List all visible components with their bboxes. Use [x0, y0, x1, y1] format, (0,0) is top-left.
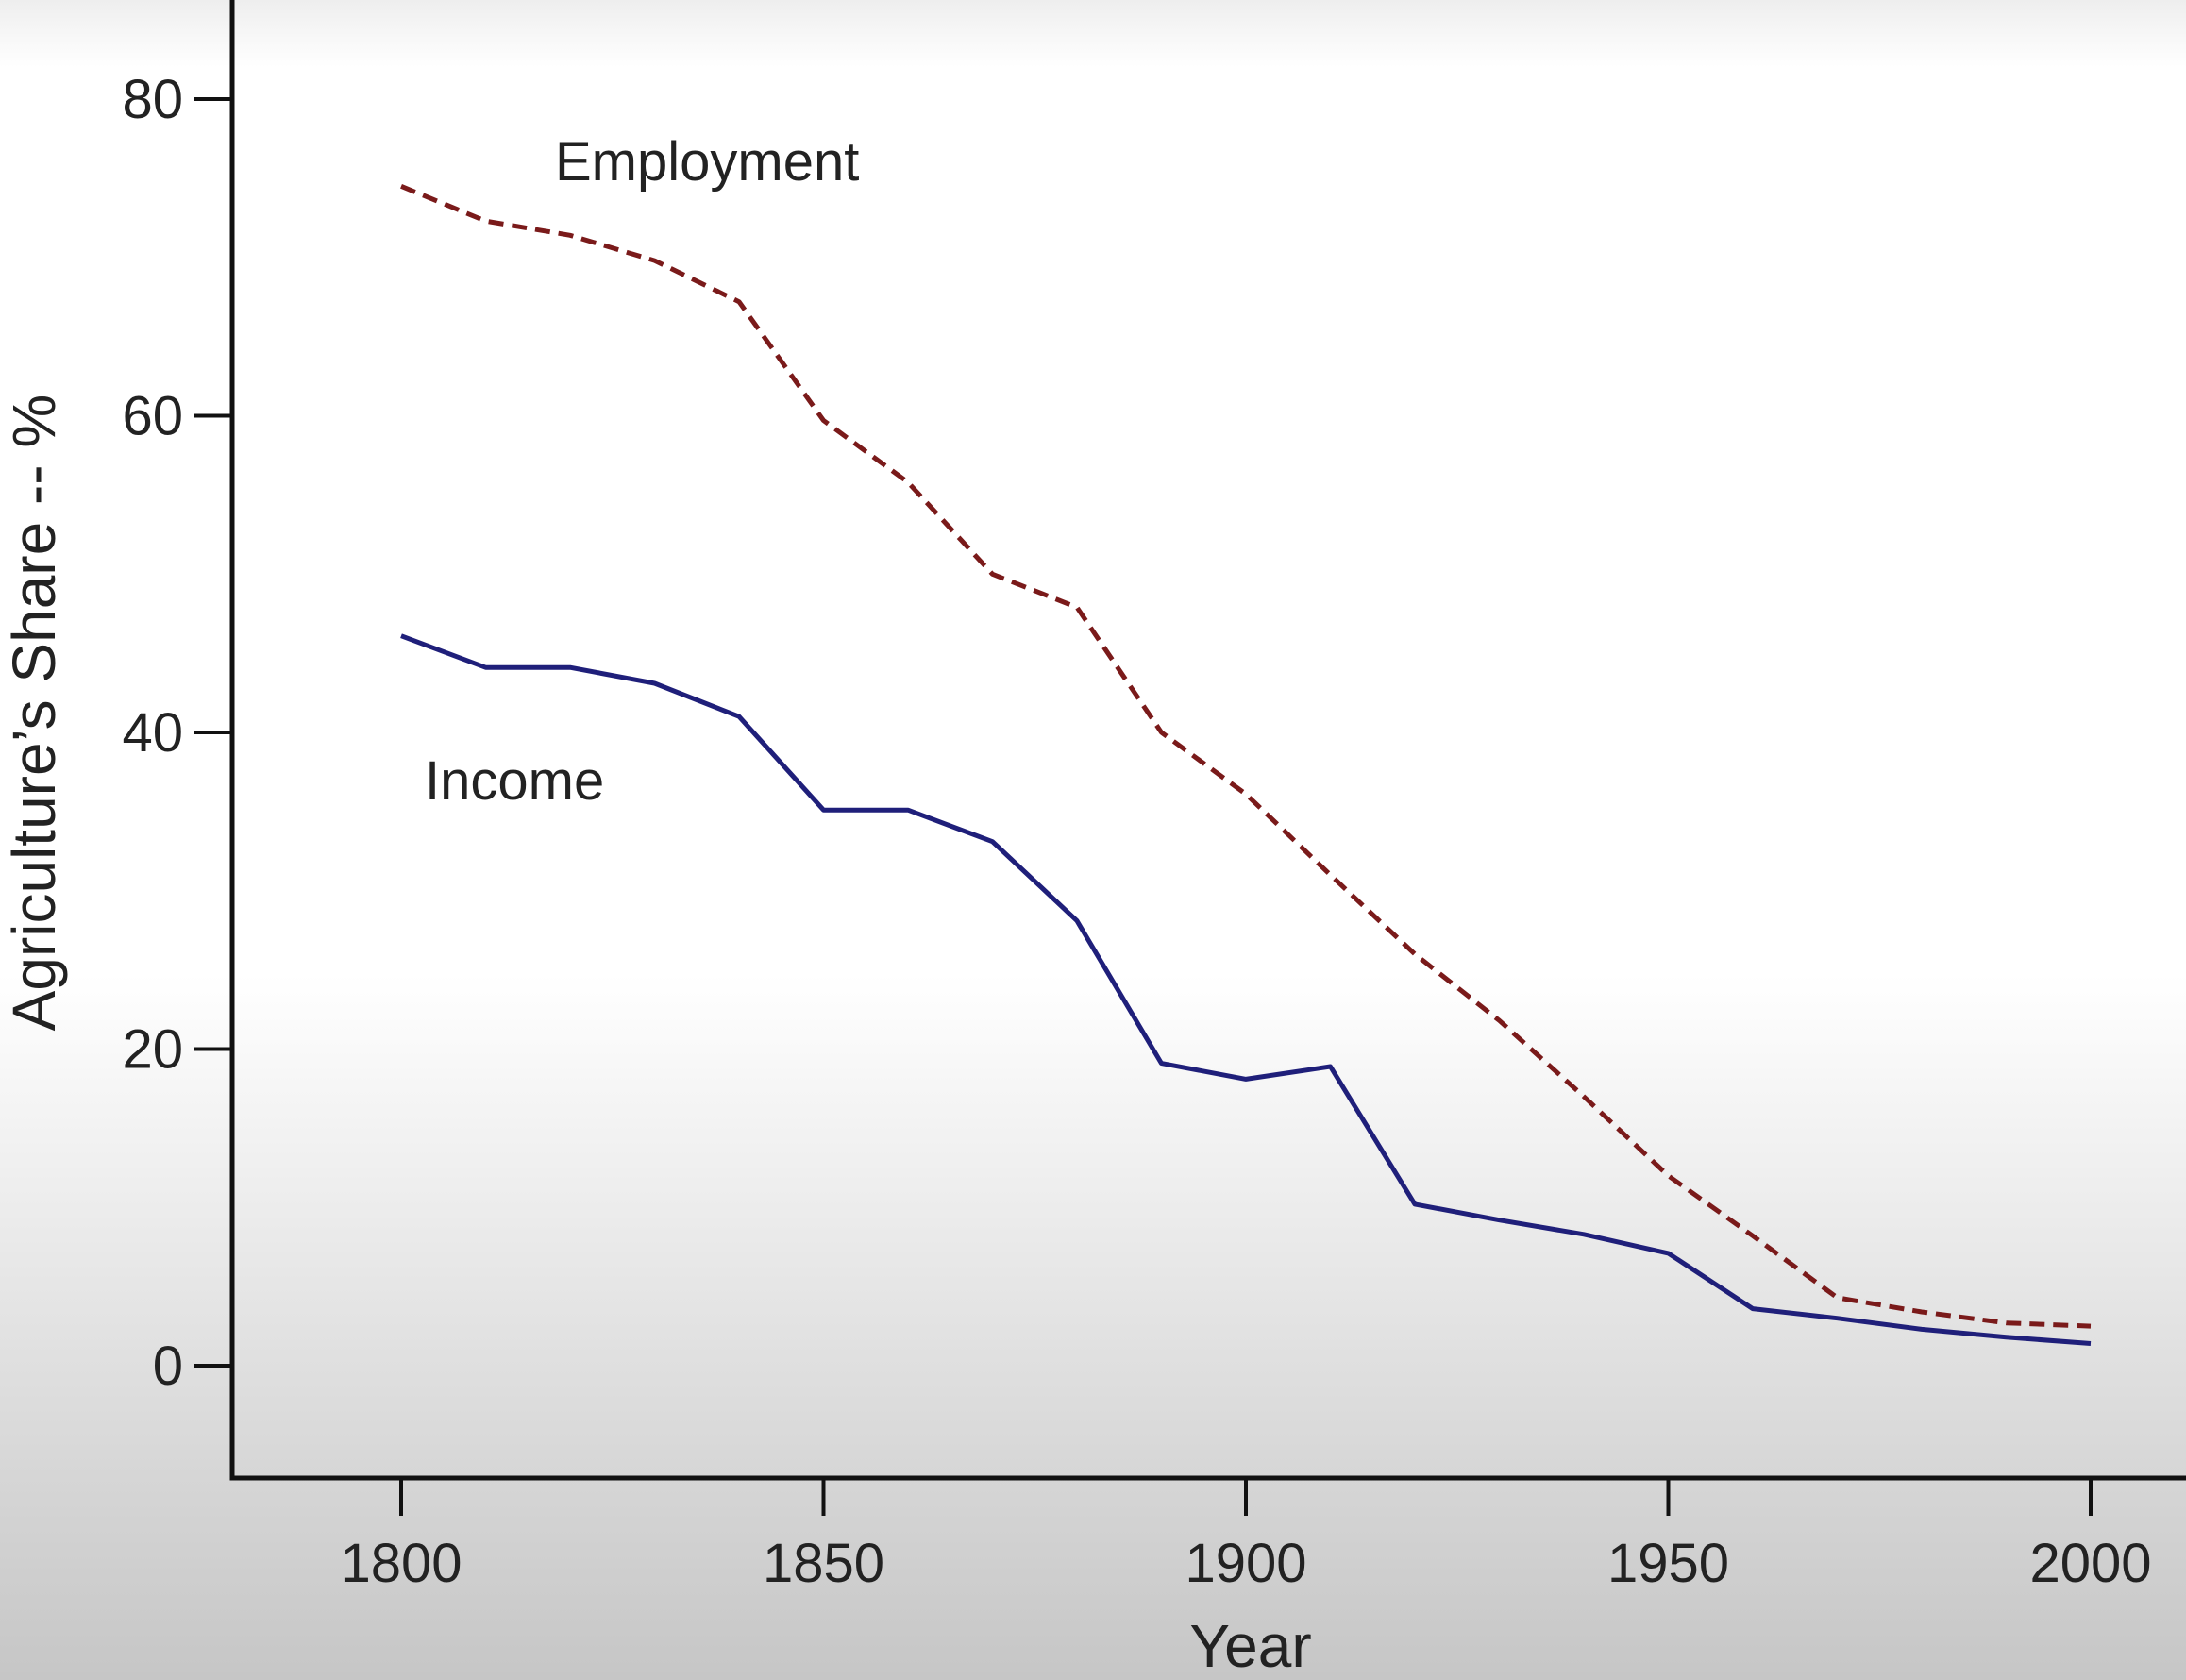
y-tick-label: 60 [122, 386, 183, 447]
x-tick-label: 1800 [340, 1533, 462, 1594]
plot-lines [400, 183, 2092, 1346]
series-label-employment: Employment [555, 131, 859, 193]
y-axis-title: Agriculture’s Share -- % [0, 395, 68, 1032]
labels: 0 20 40 60 80 1800 1850 1900 1950 2000 Year Agricul… [0, 69, 2152, 1680]
y-tick-label: 80 [122, 69, 183, 130]
series-label-income: Income [425, 750, 604, 812]
x-tick-label: 2000 [2029, 1533, 2151, 1594]
y-tick-label: 20 [122, 1019, 183, 1081]
x-axis-title: Year [1189, 1612, 1311, 1680]
y-tick-label: 40 [122, 702, 183, 764]
x-tick-label: 1900 [1185, 1533, 1306, 1594]
x-tick-label: 1950 [1607, 1533, 1729, 1594]
axes [194, 0, 2186, 1516]
y-tick-label: 0 [153, 1336, 183, 1397]
series-line-income [400, 633, 2092, 1346]
series-line-employment [400, 183, 2092, 1329]
x-tick-label: 1850 [763, 1533, 884, 1594]
